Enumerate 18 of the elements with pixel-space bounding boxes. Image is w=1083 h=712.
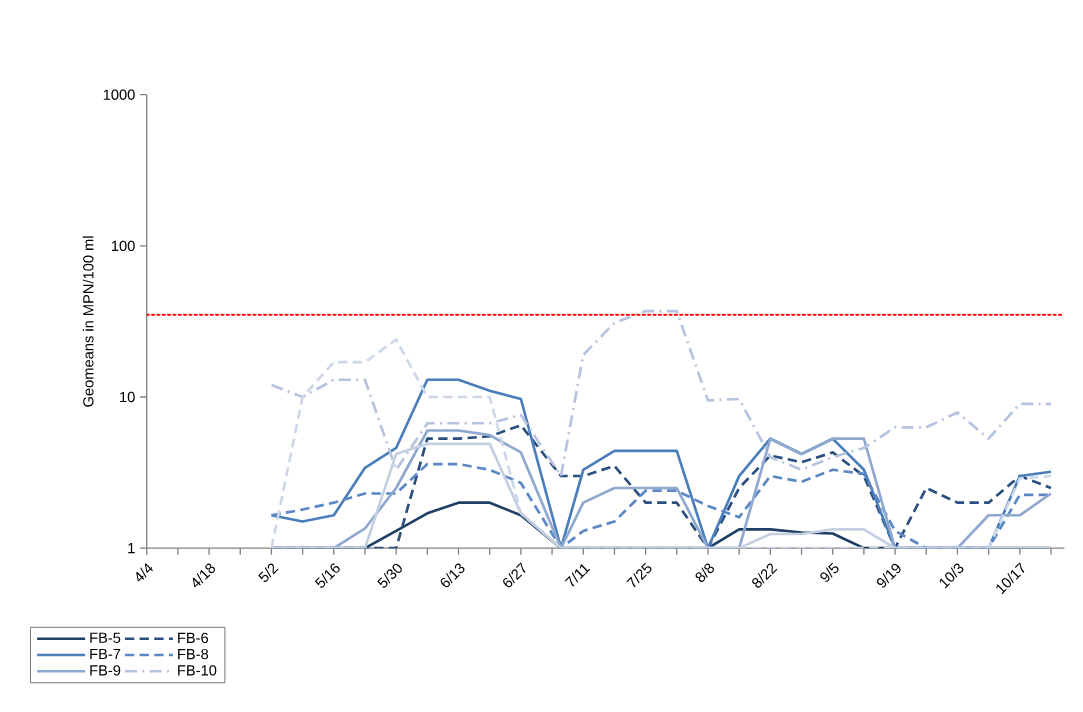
y-tick-label: 1000 — [103, 89, 135, 100]
x-tick-label: 7/25 — [626, 562, 652, 588]
legend-label: FB-6 — [178, 632, 209, 643]
legend-label: FB-8 — [178, 648, 209, 660]
x-tick-label: 8/8 — [695, 563, 714, 582]
legend-label: FB-10 — [178, 665, 217, 676]
x-tick-label: 7/11 — [564, 564, 591, 587]
x-tick-label: 5/2 — [258, 563, 279, 582]
legend-label: FB-5 — [90, 632, 121, 643]
legend-label: FB-7 — [90, 648, 121, 659]
y-tick-label: 1 — [128, 543, 135, 554]
x-tick-label: 9/5 — [820, 562, 839, 582]
y-axis-title: Geomeans in MPN/100 ml — [82, 236, 94, 407]
x-tick-label: 4/4 — [136, 563, 153, 582]
y-tick-label: 10 — [120, 391, 135, 403]
x-tick-label: 4/18 — [192, 563, 216, 588]
legend-label: FB-9 — [90, 665, 121, 676]
y-tick-label: 100 — [111, 240, 135, 251]
